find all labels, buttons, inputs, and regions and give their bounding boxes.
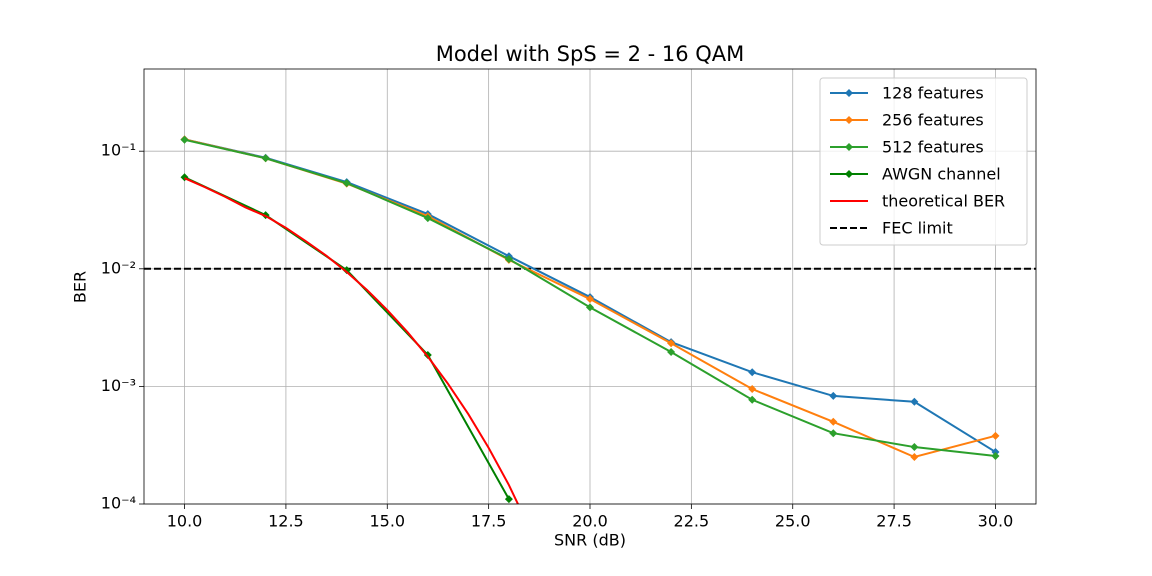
x-tick-label: 10.0 — [167, 512, 203, 531]
data-point — [991, 431, 1000, 440]
data-point — [910, 452, 919, 461]
legend-label: 512 features — [882, 138, 984, 157]
data-point — [748, 395, 757, 404]
x-axis-label: SNR (dB) — [554, 531, 626, 550]
y-tick-label: 10⁻⁴ — [101, 494, 136, 513]
data-point — [180, 135, 189, 144]
y-tick-label: 10⁻¹ — [101, 141, 136, 160]
data-point — [991, 451, 1000, 460]
y-tick-label: 10⁻³ — [101, 376, 136, 395]
data-point — [423, 214, 432, 223]
data-point — [667, 339, 676, 348]
data-point — [504, 495, 513, 504]
plot-area — [144, 135, 1036, 504]
x-tick-label: 30.0 — [978, 512, 1014, 531]
legend-marker — [845, 89, 853, 97]
data-point — [748, 368, 757, 377]
data-point — [748, 385, 757, 394]
data-point — [504, 255, 513, 264]
data-point — [342, 266, 351, 275]
data-point — [910, 397, 919, 406]
legend-marker — [845, 116, 853, 124]
legend-marker — [845, 143, 853, 151]
x-tick-label: 15.0 — [369, 512, 405, 531]
data-point — [586, 303, 594, 312]
data-point — [342, 179, 351, 188]
data-point — [667, 348, 676, 357]
x-tick-label: 20.0 — [572, 512, 608, 531]
legend-label: FEC limit — [882, 219, 953, 238]
x-tick-label: 17.5 — [471, 512, 507, 531]
legend-label: AWGN channel — [882, 165, 1001, 184]
x-tick-label: 12.5 — [268, 512, 304, 531]
series-line — [184, 177, 520, 504]
legend-label: 128 features — [882, 84, 984, 103]
legend-label: theoretical BER — [882, 192, 1005, 211]
data-point — [829, 417, 838, 426]
legend-label: 256 features — [882, 111, 984, 130]
data-point — [910, 443, 919, 452]
chart-title: Model with SpS = 2 - 16 QAM — [436, 42, 745, 66]
data-point — [586, 295, 594, 304]
y-axis-label: BER — [71, 271, 90, 303]
data-point — [829, 429, 838, 438]
data-point — [991, 447, 1000, 456]
data-point — [829, 391, 838, 400]
legend-box — [819, 77, 1028, 246]
x-tick-label: 27.5 — [876, 512, 912, 531]
legend-marker — [845, 170, 853, 178]
plot-frame — [143, 68, 1037, 505]
data-point — [261, 154, 270, 163]
y-tick-label: 10⁻² — [101, 258, 136, 277]
x-tick-label: 22.5 — [674, 512, 710, 531]
x-tick-label: 25.0 — [775, 512, 811, 531]
